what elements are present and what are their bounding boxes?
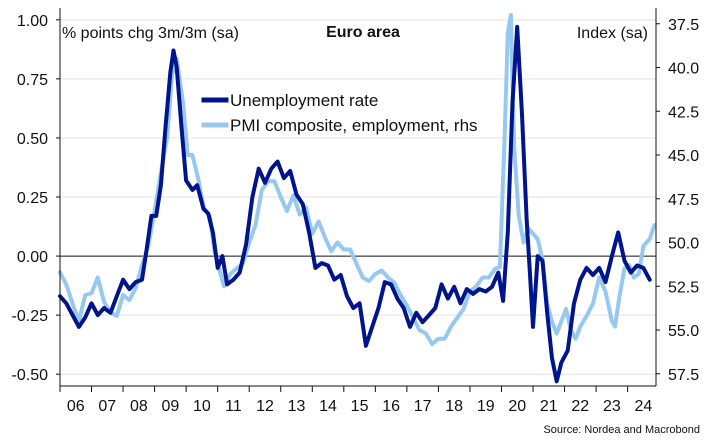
x-tick-label: 11 bbox=[225, 398, 242, 415]
legend-label-pmi: PMI composite, employment, rhs bbox=[230, 116, 478, 135]
x-tick-label: 07 bbox=[98, 398, 116, 415]
x-tick-label: 22 bbox=[571, 398, 589, 415]
x-tick-label: 14 bbox=[319, 398, 337, 415]
right-tick-label: 45.0 bbox=[668, 148, 699, 165]
chart-title: Euro area bbox=[326, 24, 400, 41]
pmi-employment-line bbox=[58, 13, 657, 346]
x-tick-label: 24 bbox=[634, 398, 652, 415]
source-note: Source: Nordea and Macrobond bbox=[543, 424, 700, 436]
right-tick-label: 52.5 bbox=[668, 279, 699, 296]
right-tick-label: 57.5 bbox=[668, 367, 699, 384]
right-axis-label: Index (sa) bbox=[577, 25, 648, 42]
left-tick-label: -0.25 bbox=[12, 308, 49, 325]
right-tick-label: 50.0 bbox=[668, 236, 699, 253]
x-tick-label: 10 bbox=[193, 398, 211, 415]
x-tick-label: 08 bbox=[130, 398, 148, 415]
series-lines bbox=[58, 13, 657, 384]
left-tick-label: 0.00 bbox=[17, 249, 48, 266]
x-tick-label: 12 bbox=[256, 398, 274, 415]
gridlines bbox=[60, 19, 656, 375]
x-tick-label: 20 bbox=[508, 398, 526, 415]
left-tick-label: 1.00 bbox=[17, 13, 48, 30]
tick-labels: 1.00 0.75 0.50 0.25 0.00 -0.25 -0.50 37.5 40.0 42… bbox=[12, 13, 700, 415]
left-tick-label: -0.50 bbox=[12, 367, 49, 384]
x-tick-label: 17 bbox=[414, 398, 432, 415]
right-tick-label: 37.5 bbox=[668, 17, 699, 34]
x-tick-label: 13 bbox=[288, 398, 306, 415]
x-tick-label: 15 bbox=[351, 398, 369, 415]
left-tick-label: 0.25 bbox=[17, 190, 48, 207]
x-tick-label: 18 bbox=[445, 398, 463, 415]
x-tick-label: 21 bbox=[540, 398, 558, 415]
left-tick-label: 0.50 bbox=[17, 131, 48, 148]
right-tick-label: 47.5 bbox=[668, 192, 699, 209]
left-tick-label: 0.75 bbox=[17, 72, 48, 89]
x-tick-label: 16 bbox=[382, 398, 400, 415]
left-axis-label: % points chg 3m/3m (sa) bbox=[62, 25, 239, 42]
unemployment-rate-line bbox=[58, 24, 652, 384]
x-tick-label: 23 bbox=[603, 398, 621, 415]
legend-label-unemployment: Unemployment rate bbox=[230, 91, 378, 110]
right-tick-label: 55.0 bbox=[668, 323, 699, 340]
right-tick-label: 42.5 bbox=[668, 104, 699, 121]
x-tick-label: 09 bbox=[161, 398, 179, 415]
x-tick-label: 06 bbox=[67, 398, 85, 415]
legend: Unemployment rate PMI composite, employm… bbox=[201, 91, 478, 135]
x-tick-label: 19 bbox=[477, 398, 495, 415]
right-tick-label: 40.0 bbox=[668, 61, 699, 78]
